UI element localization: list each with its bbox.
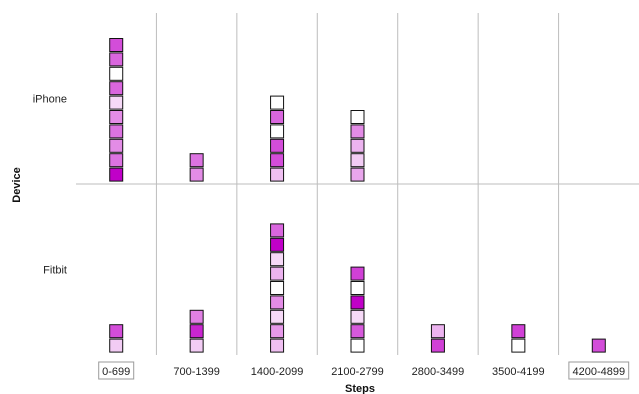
data-point-square xyxy=(189,167,204,182)
x-tick-label: 3500-4199 xyxy=(492,366,545,378)
data-point-square xyxy=(109,66,124,81)
data-point-square xyxy=(511,338,526,353)
data-point-square xyxy=(109,167,124,182)
data-point-square xyxy=(430,338,445,353)
data-point-square xyxy=(270,153,285,168)
data-point-square xyxy=(350,309,365,324)
data-point-square xyxy=(350,266,365,281)
data-point-square xyxy=(270,324,285,339)
data-point-square xyxy=(270,338,285,353)
data-point-square xyxy=(189,338,204,353)
x-tick-label: 2800-3499 xyxy=(412,366,465,378)
x-tick-label: 2100-2799 xyxy=(331,366,384,378)
y-tick-label: Fitbit xyxy=(43,265,67,277)
y-tick-labels: iPhone Fitbit xyxy=(33,94,67,277)
data-point-square xyxy=(189,153,204,168)
data-point-square xyxy=(189,309,204,324)
data-point-square xyxy=(109,324,124,339)
data-point-square xyxy=(109,52,124,67)
data-point-square xyxy=(350,110,365,124)
chart-marks xyxy=(109,38,606,353)
data-point-square xyxy=(350,167,365,182)
data-point-square xyxy=(270,124,285,139)
data-point-square xyxy=(270,295,285,310)
data-point-square xyxy=(350,281,365,295)
data-point-square xyxy=(270,237,285,252)
x-tick-label: 1400-2099 xyxy=(251,366,304,378)
data-point-square xyxy=(350,324,365,339)
data-point-square xyxy=(591,338,606,353)
data-point-square xyxy=(270,252,285,267)
data-point-square xyxy=(109,124,124,139)
data-point-square xyxy=(109,38,124,52)
data-point-square xyxy=(270,110,285,124)
data-point-square xyxy=(270,167,285,182)
data-point-square xyxy=(350,138,365,153)
data-point-square xyxy=(270,95,285,110)
data-point-square xyxy=(430,324,445,339)
data-point-square xyxy=(109,338,124,353)
y-axis-title: Device xyxy=(11,167,23,202)
data-point-square xyxy=(350,295,365,310)
data-point-square xyxy=(350,124,365,139)
data-point-square xyxy=(350,338,365,353)
x-tick-labels: 0-699 700-1399 1400-2099 2100-2799 2800-3499… xyxy=(98,361,630,380)
data-point-square xyxy=(109,81,124,96)
x-axis-title: Steps xyxy=(345,383,375,394)
data-point-square xyxy=(350,153,365,168)
data-point-square xyxy=(109,95,124,110)
data-point-square xyxy=(270,309,285,324)
x-tick-label: 4200-4899 xyxy=(572,366,625,378)
x-tick-label-box xyxy=(98,361,135,380)
x-tick-label: 0-699 xyxy=(102,366,130,378)
data-point-square xyxy=(109,153,124,168)
y-tick-label: iPhone xyxy=(33,94,67,106)
data-point-square xyxy=(109,110,124,124)
data-point-square xyxy=(109,138,124,153)
data-point-square xyxy=(189,324,204,339)
data-point-square xyxy=(270,266,285,281)
data-point-square xyxy=(511,324,526,339)
data-point-square xyxy=(270,138,285,153)
x-tick-label: 700-1399 xyxy=(173,366,220,378)
data-point-square xyxy=(270,223,285,238)
gridlines xyxy=(76,13,639,355)
data-point-square xyxy=(270,281,285,295)
x-tick-label-box xyxy=(568,361,630,380)
